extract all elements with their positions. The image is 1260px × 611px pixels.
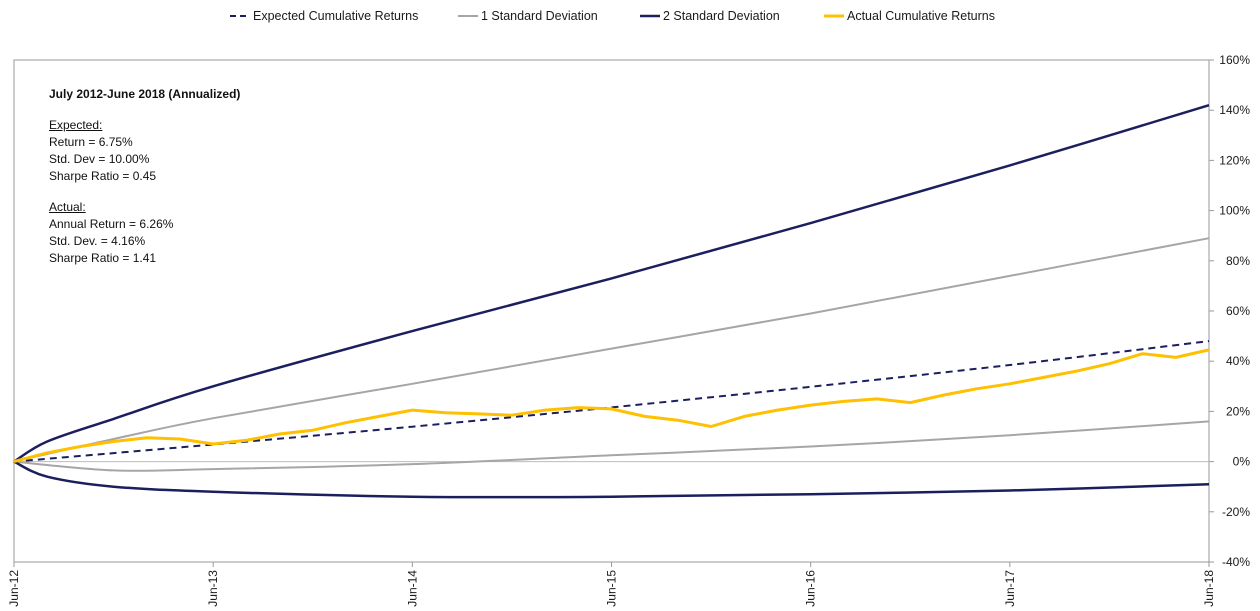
x-tick-label: Jun-14 xyxy=(405,570,419,607)
y-tick-label: 0% xyxy=(1233,455,1251,469)
y-tick-label: 100% xyxy=(1219,204,1250,218)
x-axis: Jun-12 Jun-13 Jun-14 Jun-15 Jun-16 Jun-17 Jun-… xyxy=(7,562,1216,607)
y-tick-label: 140% xyxy=(1219,103,1250,117)
legend-label-actual: Actual Cumulative Returns xyxy=(847,9,995,23)
y-tick-label: 80% xyxy=(1226,254,1250,268)
x-tick-label: Jun-13 xyxy=(206,570,220,607)
series-2sd-upper-line xyxy=(13,104,1210,463)
chart-legend: Expected Cumulative Returns 1 Standard D… xyxy=(230,9,995,23)
series-1sd-lower-line xyxy=(13,420,1210,472)
actual-title: Actual: xyxy=(49,200,86,214)
x-tick-label: Jun-18 xyxy=(1202,570,1216,607)
stats-annotation: July 2012-June 2018 (Annualized) Expecte… xyxy=(49,86,240,267)
x-tick-label: Jun-15 xyxy=(605,570,619,607)
actual-sharpe: Sharpe Ratio = 1.41 xyxy=(49,251,157,265)
y-tick-label: 120% xyxy=(1219,153,1250,167)
legend-label-1sd: 1 Standard Deviation xyxy=(481,9,598,23)
expected-return: Return = 6.75% xyxy=(49,135,133,149)
annotation-heading: July 2012-June 2018 (Annualized) xyxy=(49,87,241,101)
y-tick-label: 20% xyxy=(1226,404,1250,418)
series-expected-line xyxy=(13,340,1210,463)
y-axis: 160% 140% 120% 100% 80% 60% 40% 20% 0% -20% -40% xyxy=(1209,53,1250,569)
series-1sd-upper-line xyxy=(13,237,1210,463)
legend-label-2sd: 2 Standard Deviation xyxy=(663,9,780,23)
legend-label-expected: Expected Cumulative Returns xyxy=(253,9,418,23)
y-tick-label: -40% xyxy=(1222,555,1250,569)
actual-return: Annual Return = 6.26% xyxy=(49,217,174,231)
actual-std-dev: Std. Dev. = 4.16% xyxy=(49,234,146,248)
y-tick-label: 160% xyxy=(1219,53,1250,67)
y-tick-label: 60% xyxy=(1226,304,1250,318)
series-actual-line xyxy=(13,348,1210,464)
x-tick-label: Jun-12 xyxy=(7,570,21,607)
y-tick-label: -20% xyxy=(1222,505,1250,519)
y-tick-label: 40% xyxy=(1226,354,1250,368)
expected-sharpe: Sharpe Ratio = 0.45 xyxy=(49,169,157,183)
expected-std-dev: Std. Dev = 10.00% xyxy=(49,152,150,166)
expected-title: Expected: xyxy=(49,118,103,132)
x-tick-label: Jun-17 xyxy=(1003,570,1017,607)
series-layer xyxy=(13,104,1210,499)
x-tick-label: Jun-16 xyxy=(804,570,818,607)
series-2sd-lower-line xyxy=(13,460,1210,499)
